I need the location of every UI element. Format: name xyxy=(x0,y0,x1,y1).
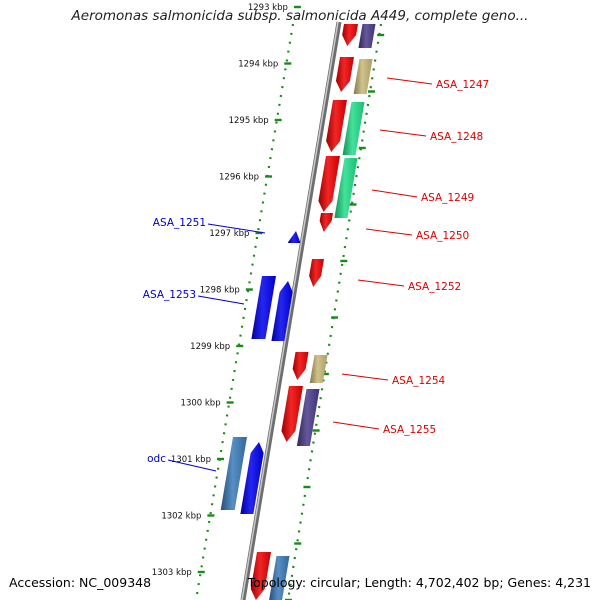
backbone xyxy=(240,21,342,600)
gene-red-1246 xyxy=(342,24,358,46)
gene-asa1253-b xyxy=(271,281,293,341)
ruler-label: 1299 kbp xyxy=(190,342,230,352)
backbone-line xyxy=(240,21,342,600)
gene-odc-a xyxy=(220,437,247,510)
ruler-label: 1297 kbp xyxy=(209,229,249,239)
leader-line xyxy=(365,228,413,236)
gene-asa1247-tan-body xyxy=(353,59,373,94)
gene-label: ASA_1255 xyxy=(383,424,436,436)
accession-text: Accession: NC_009348 xyxy=(9,575,152,590)
backbone-highlight xyxy=(241,21,339,600)
leader-line xyxy=(207,223,266,234)
gene-label: ASA_1254 xyxy=(392,375,446,387)
ruler-label: 1293 kbp xyxy=(248,3,288,13)
leader-line xyxy=(379,129,427,137)
genes xyxy=(220,24,376,600)
gene-label: ASA_1249 xyxy=(421,192,474,204)
ruler-label: 1296 kbp xyxy=(219,173,259,183)
gene-asa1255-purple xyxy=(296,389,320,446)
gene-asa1248-teal xyxy=(342,102,365,155)
gene-asa1250-body xyxy=(319,213,333,232)
ruler-label: 1294 kbp xyxy=(238,60,278,70)
gene-asa1251 xyxy=(287,231,301,243)
leader-line xyxy=(357,279,405,287)
ruler-label: 1298 kbp xyxy=(200,286,240,296)
ruler: 1293 kbp 1294 kbp 1295 kbp 1296 kbp 1297 kbp… xyxy=(152,3,385,600)
gene-asa1253-a-body xyxy=(251,276,276,339)
topology-text: Topology: circular; Length: 4,702,402 bp… xyxy=(247,575,591,590)
gene-asa1249-red xyxy=(318,156,340,212)
ruler-label: 1302 kbp xyxy=(161,512,201,522)
gene-asa1250 xyxy=(319,213,333,232)
gene-steel-1258-body xyxy=(269,556,290,600)
leader-line xyxy=(371,189,418,198)
gene-red-1246-body xyxy=(342,24,358,46)
dotted-line-outer xyxy=(286,23,383,600)
gene-steel-1258 xyxy=(269,556,290,600)
gene-label: ASA_1252 xyxy=(408,281,461,293)
leader-line xyxy=(332,421,380,430)
leader-line xyxy=(197,295,245,305)
gene-asa1249-red-body xyxy=(318,156,340,212)
gene-asa1254-tan-body xyxy=(309,355,328,383)
gene-asa1255-red xyxy=(281,386,303,442)
gene-asa1247-tan xyxy=(353,59,373,94)
gene-asa1249-teal xyxy=(334,158,358,218)
gene-asa1248-teal-body xyxy=(342,102,365,155)
gene-asa1254-red xyxy=(292,352,309,380)
gene-purple-1246-body xyxy=(358,24,376,48)
gene-asa1251-body xyxy=(287,231,301,243)
gene-odc-b xyxy=(240,442,264,514)
gene-purple-1246 xyxy=(358,24,376,48)
gene-asa1247-red xyxy=(335,57,354,92)
gene-asa1248-red-body xyxy=(326,100,347,152)
gene-label: ASA_1253 xyxy=(143,289,196,301)
ruler-label: 1295 kbp xyxy=(229,116,269,126)
ruler-label: 1301 kbp xyxy=(171,455,211,465)
dotted-guides xyxy=(194,23,383,600)
gene-label: ASA_1251 xyxy=(153,217,206,229)
gene-asa1252 xyxy=(309,259,324,287)
gene-asa1249-teal-body xyxy=(334,158,358,218)
gene-odc-a-body xyxy=(220,437,247,510)
gene-asa1253-a xyxy=(251,276,276,339)
leader-line xyxy=(341,373,389,381)
gene-label: ASA_1247 xyxy=(436,79,489,91)
ruler-label: 1303 kbp xyxy=(152,568,192,578)
gene-label: odc xyxy=(147,453,166,465)
gene-red-1258-body xyxy=(250,552,271,600)
gene-asa1247-red-body xyxy=(335,57,354,92)
gene-label: ASA_1248 xyxy=(430,131,483,143)
gene-asa1255-purple-body xyxy=(296,389,320,446)
dotted-line-inner xyxy=(194,23,295,600)
ruler-label: 1300 kbp xyxy=(181,399,221,409)
gene-asa1252-body xyxy=(309,259,324,287)
gene-label: ASA_1250 xyxy=(416,230,469,242)
leader-line xyxy=(167,459,217,472)
gene-asa1254-tan xyxy=(309,355,328,383)
map-title: Aeromonas salmonicida subsp. salmonicida… xyxy=(71,8,529,24)
gene-asa1254-red-body xyxy=(292,352,309,380)
gene-odc-b-body xyxy=(240,442,264,514)
leader-line xyxy=(386,77,433,85)
gene-labels: ASA_1247 ASA_1248 ASA_1249 ASA_1250 ASA_1252… xyxy=(143,77,489,472)
gene-red-1258 xyxy=(250,552,271,600)
gene-asa1253-b-body xyxy=(271,281,293,341)
gene-asa1248-red xyxy=(326,100,347,152)
gene-asa1255-red-body xyxy=(281,386,303,442)
